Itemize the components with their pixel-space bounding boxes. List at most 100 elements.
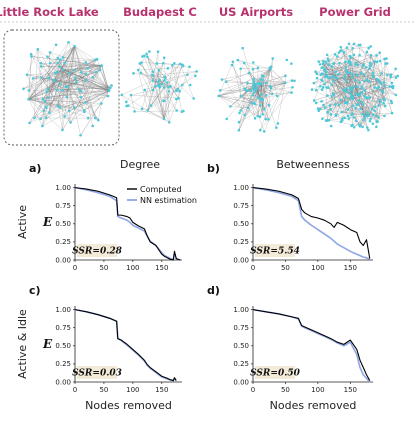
network-edge bbox=[237, 59, 271, 70]
network-node bbox=[382, 81, 386, 84]
network-edge bbox=[238, 84, 257, 123]
network-edge bbox=[163, 98, 179, 119]
network-node bbox=[239, 67, 242, 70]
network-edge bbox=[28, 90, 109, 100]
network-edge bbox=[315, 71, 335, 78]
network-node bbox=[178, 62, 182, 66]
network-node bbox=[334, 70, 338, 74]
x-tick-label: 50 bbox=[281, 264, 290, 272]
network-edge bbox=[74, 46, 96, 118]
y-tick-label: 0.25 bbox=[55, 360, 71, 368]
network-node bbox=[83, 109, 86, 112]
network-node bbox=[74, 76, 77, 80]
network-node bbox=[267, 103, 271, 107]
network-edge bbox=[29, 87, 111, 124]
network-node bbox=[58, 106, 62, 109]
network-node bbox=[171, 64, 174, 67]
network-edge bbox=[371, 61, 376, 109]
network-edge bbox=[57, 77, 76, 107]
network-node bbox=[329, 124, 333, 128]
network-node bbox=[366, 111, 370, 114]
network-node bbox=[261, 113, 264, 116]
network-node bbox=[361, 125, 364, 129]
network-node bbox=[352, 125, 356, 129]
network-edge bbox=[64, 116, 71, 123]
network-edge bbox=[28, 87, 111, 91]
network-node bbox=[369, 45, 372, 48]
network-edge bbox=[379, 52, 385, 87]
y-tick-label: 0.50 bbox=[233, 342, 249, 350]
network-node bbox=[245, 89, 248, 92]
network-edge bbox=[63, 57, 96, 60]
network-node bbox=[86, 116, 90, 120]
network-node bbox=[236, 58, 240, 62]
network-edge bbox=[320, 77, 335, 87]
network-node bbox=[271, 57, 275, 60]
network-budapest-c bbox=[120, 50, 198, 124]
network-node bbox=[33, 116, 36, 120]
network-node bbox=[354, 119, 358, 123]
network-node bbox=[253, 102, 257, 106]
network-node bbox=[344, 96, 347, 99]
network-node bbox=[368, 61, 372, 65]
network-node bbox=[367, 114, 370, 117]
network-node bbox=[36, 48, 40, 51]
network-edge bbox=[156, 63, 183, 65]
ssr-box bbox=[255, 366, 295, 379]
network-node bbox=[349, 88, 353, 92]
network-edge bbox=[68, 90, 109, 112]
network-node bbox=[331, 79, 335, 83]
network-node bbox=[225, 117, 229, 121]
network-node bbox=[156, 50, 160, 53]
network-node bbox=[136, 68, 140, 72]
network-node bbox=[161, 61, 165, 65]
network-edge bbox=[321, 101, 369, 116]
network-node bbox=[94, 116, 97, 120]
network-node bbox=[323, 82, 326, 86]
network-node bbox=[358, 81, 361, 84]
network-node bbox=[63, 61, 66, 65]
network-edge bbox=[270, 69, 278, 97]
y-tick-label: 0.50 bbox=[55, 342, 71, 350]
network-node bbox=[343, 116, 347, 120]
network-edge bbox=[261, 82, 286, 95]
network-node bbox=[180, 83, 184, 87]
network-edge bbox=[330, 74, 353, 115]
network-node bbox=[360, 71, 363, 75]
network-edge bbox=[147, 110, 170, 123]
network-node bbox=[264, 117, 268, 121]
network-node bbox=[61, 88, 64, 92]
network-node bbox=[261, 98, 264, 102]
network-node bbox=[29, 52, 33, 56]
network-edge bbox=[247, 82, 258, 84]
network-node bbox=[120, 93, 124, 97]
network-edge bbox=[49, 69, 64, 113]
network-edge bbox=[360, 44, 385, 100]
network-node bbox=[40, 76, 43, 79]
network-node bbox=[350, 56, 353, 59]
network-node bbox=[231, 60, 235, 64]
network-edge bbox=[346, 47, 355, 55]
network-edge bbox=[384, 85, 396, 96]
column-header-betweenness: Betweenness bbox=[276, 158, 350, 171]
network-us-airports bbox=[217, 46, 296, 133]
y-tick-label: 0.25 bbox=[55, 238, 71, 246]
network-node bbox=[253, 117, 257, 120]
network-node bbox=[373, 109, 376, 113]
legend-label-computed: Computed bbox=[140, 185, 182, 194]
network-node bbox=[63, 115, 66, 118]
network-node bbox=[59, 58, 62, 62]
network-node bbox=[366, 96, 369, 100]
network-edge bbox=[139, 63, 159, 86]
network-node bbox=[69, 121, 72, 124]
x-tick-label: 0 bbox=[251, 264, 255, 272]
network-edge bbox=[240, 75, 286, 111]
network-node bbox=[62, 68, 65, 72]
network-node bbox=[369, 117, 372, 121]
network-node bbox=[158, 78, 162, 82]
network-edge bbox=[352, 96, 367, 116]
network-node bbox=[217, 94, 220, 98]
network-node bbox=[320, 88, 324, 91]
y-tick-label: 1.00 bbox=[233, 184, 249, 192]
network-node bbox=[390, 111, 394, 115]
